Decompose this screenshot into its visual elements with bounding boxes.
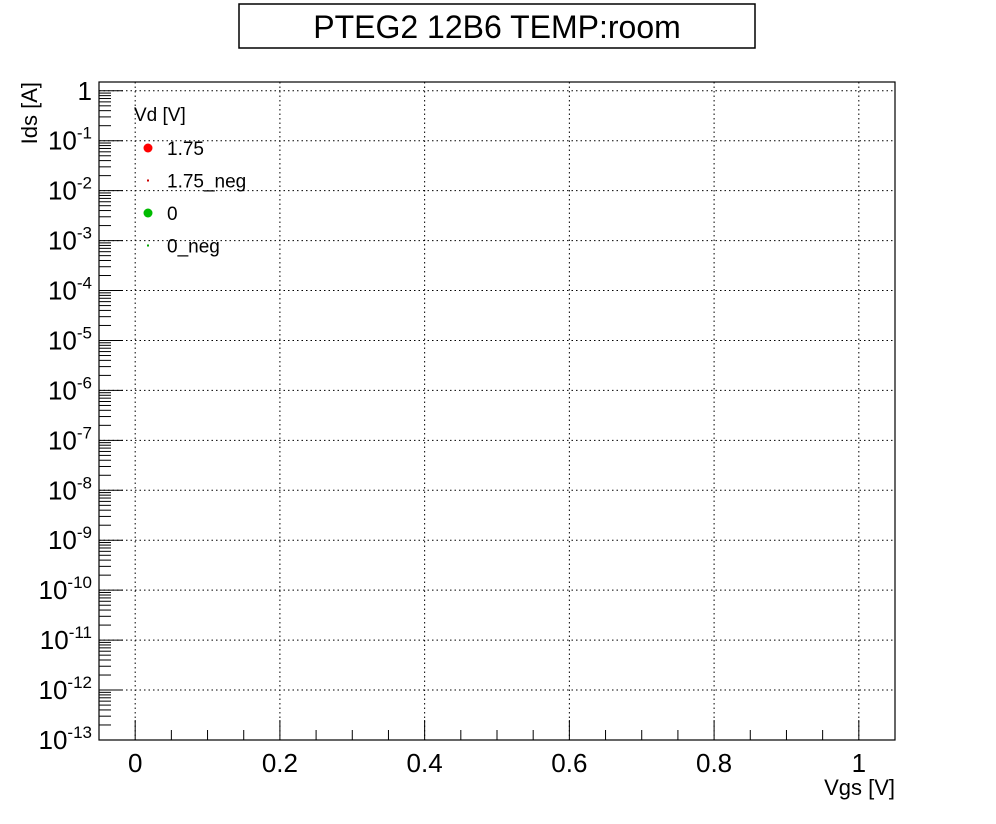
grid bbox=[99, 82, 895, 740]
y-tick-label: 1 bbox=[78, 76, 92, 106]
x-tick-label: 0.4 bbox=[407, 748, 443, 778]
y-tick-label: 10-10 bbox=[39, 573, 93, 605]
x-tick-label: 0 bbox=[128, 748, 142, 778]
y-tick-label: 10-12 bbox=[39, 673, 93, 705]
legend: Vd [V] 1.75 1.75_neg 0 0_neg bbox=[134, 105, 246, 258]
y-tick-label: 10-11 bbox=[40, 623, 92, 655]
y-tick-label: 10-1 bbox=[48, 124, 92, 156]
legend-title: Vd [V] bbox=[134, 105, 186, 126]
legend-marker bbox=[147, 179, 149, 182]
y-tick-label: 10-13 bbox=[39, 723, 93, 755]
y-tick-label: 10-4 bbox=[48, 274, 92, 306]
y-tick-label: 10-8 bbox=[48, 473, 92, 505]
legend-entry: 1.75 bbox=[167, 139, 204, 160]
x-tick-label: 0.2 bbox=[262, 748, 298, 778]
plot-frame bbox=[98, 81, 896, 741]
x-axis-label: Vgs [V] bbox=[824, 775, 895, 800]
y-tick-label: 10-3 bbox=[48, 224, 92, 256]
legend-marker bbox=[147, 244, 149, 247]
x-tick-label: 0.8 bbox=[696, 748, 732, 778]
y-tick-label: 10-9 bbox=[48, 523, 92, 555]
legend-marker bbox=[143, 143, 153, 153]
legend-entry: 0 bbox=[167, 204, 178, 225]
y-axis-label: Ids [A] bbox=[17, 82, 42, 144]
x-tick-labels: 0 0.2 0.4 0.6 0.8 1 bbox=[128, 748, 866, 778]
x-tick-label: 0.6 bbox=[551, 748, 587, 778]
legend-entry: 1.75_neg bbox=[167, 172, 246, 193]
y-tick-label: 10-7 bbox=[48, 423, 92, 455]
axis-ticks bbox=[98, 90, 896, 741]
y-tick-label: 10-5 bbox=[48, 323, 92, 355]
legend-entry: 0_neg bbox=[167, 237, 220, 258]
x-tick-label: 1 bbox=[852, 748, 866, 778]
chart-title: PTEG2 12B6 TEMP:room bbox=[313, 9, 681, 45]
title-box: PTEG2 12B6 TEMP:room bbox=[238, 3, 756, 49]
y-tick-labels: 1 10-1 10-2 10-3 10-4 10-5 10-6 10-7 10-8 10-9 10-… bbox=[39, 76, 93, 755]
y-tick-label: 10-6 bbox=[48, 373, 92, 405]
legend-marker bbox=[143, 208, 153, 218]
y-tick-label: 10-2 bbox=[48, 174, 92, 206]
